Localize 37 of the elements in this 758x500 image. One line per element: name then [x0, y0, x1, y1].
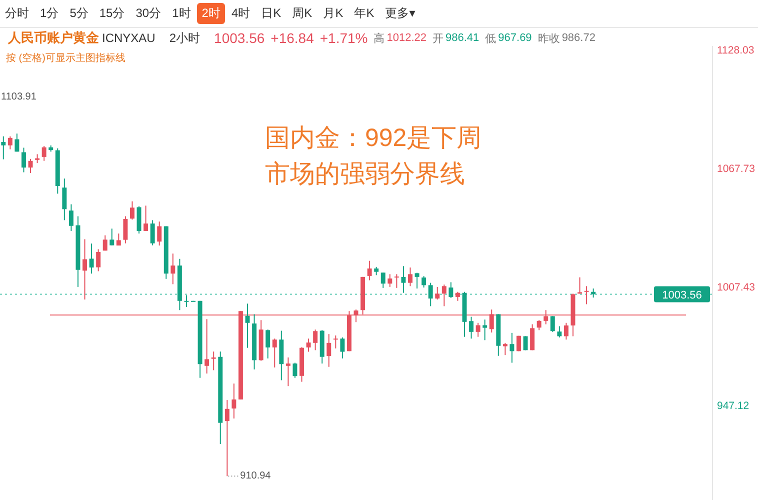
y-tick-label: 1067.73	[717, 163, 756, 176]
text: 1分	[39, 5, 60, 22]
text: 2时	[196, 3, 226, 24]
annotation: +1.71%	[320, 30, 368, 46]
text: 国内金：992是下周	[265, 123, 482, 154]
text: 30分	[134, 5, 162, 22]
annotation: +16.84	[270, 30, 314, 46]
text: 开	[432, 32, 444, 46]
annotation: 1003.56	[214, 30, 265, 46]
y-tick-label: 1007.43	[717, 281, 756, 294]
y-tick-label: 947.12	[717, 400, 750, 412]
text: 1012.22	[386, 32, 426, 44]
text: 分时	[4, 5, 30, 22]
text: 月K	[322, 5, 344, 22]
text: 986.72	[562, 32, 596, 44]
text: 人民币账户黄金	[8, 29, 99, 47]
text: 15分	[98, 5, 126, 22]
text: 4时	[230, 5, 252, 22]
text: ICNYXAU	[102, 31, 156, 45]
text: 2小时	[169, 30, 200, 46]
text: 986.41	[446, 32, 480, 44]
annotation: 1103.91	[1, 92, 37, 102]
text: 年K	[353, 5, 376, 22]
ref-line-label: 1003.56	[662, 289, 702, 302]
text: 1时	[171, 5, 192, 22]
text: 昨收	[538, 32, 560, 46]
text: 5分	[68, 5, 90, 22]
text: 967.69	[498, 32, 532, 44]
text: 低	[485, 32, 496, 46]
annotation: 按 (空格)可显示主图指标线	[6, 53, 126, 64]
text: 周K	[291, 5, 314, 22]
text: 更多▾	[384, 5, 416, 22]
y-tick-label: 1128.03	[717, 44, 754, 57]
text: 市场的强弱分界线	[265, 159, 466, 190]
text: 高	[374, 32, 385, 46]
text: 日K	[260, 5, 282, 22]
annotation: 910.94	[240, 470, 272, 482]
